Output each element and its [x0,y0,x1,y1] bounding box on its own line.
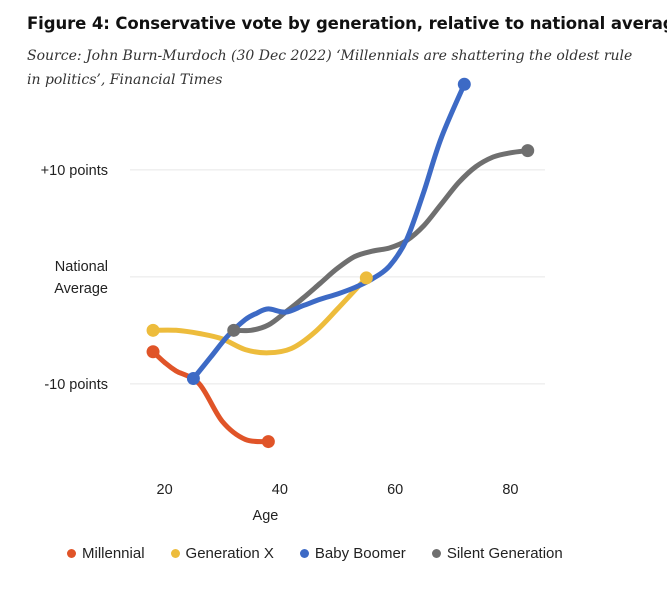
legend-label: Generation X [185,545,274,562]
chart-subtitle: Source: John Burn-Murdoch (30 Dec 2022) … [27,48,633,88]
generation-x-end-point [359,271,373,285]
chart-title: Figure 4: Conservative vote by generatio… [27,14,667,33]
y-tick-label: National Average [54,259,108,297]
y-tick-label: +10 points [41,163,108,179]
x-axis-labels: 20 40 60 80 [157,482,519,498]
legend-swatch [299,549,309,558]
legend-label: Baby Boomer [314,545,406,562]
x-tick-label: 80 [502,482,518,498]
x-tick-label: 20 [157,482,173,498]
chart-legend: Millennial Generation X Baby Boomer Silent … [67,545,563,562]
legend-item-silent-generation: Silent Generation [431,545,563,562]
series-markers [146,77,535,449]
series-line-silent-generation [231,148,531,334]
y-axis-labels: +10 points National Average -10 points [41,163,108,393]
grid-lines [130,169,545,385]
legend-swatch [67,549,76,558]
generation-x-start-point [146,323,160,337]
baby-boomer-start-point [186,371,200,385]
silent-generation-end-point [521,144,535,158]
series-line-generation-x [150,275,369,356]
millennial-end-point [261,435,275,449]
legend-item-millennial: Millennial [67,545,145,562]
silent-generation-start-point [227,323,241,337]
x-tick-label: 40 [272,482,288,498]
legend-item-generation-x: Generation X [170,545,274,562]
legend-label: Silent Generation [446,545,563,562]
millennial-start-point [146,345,160,359]
x-axis-title: Age [253,508,279,524]
baby-boomer-end-point [457,77,471,91]
series-line-millennial [150,349,271,445]
y-tick-label: -10 points [44,377,108,393]
legend-swatch [431,549,441,558]
x-tick-label: 60 [387,482,403,498]
line-chart: +10 points National Average -10 points 20 40… [41,77,545,524]
series-lines [150,81,531,445]
legend-swatch [170,549,180,558]
legend-item-baby-boomer: Baby Boomer [299,545,406,562]
legend-label: Millennial [82,545,145,562]
series-line-baby-boomer [190,81,467,381]
